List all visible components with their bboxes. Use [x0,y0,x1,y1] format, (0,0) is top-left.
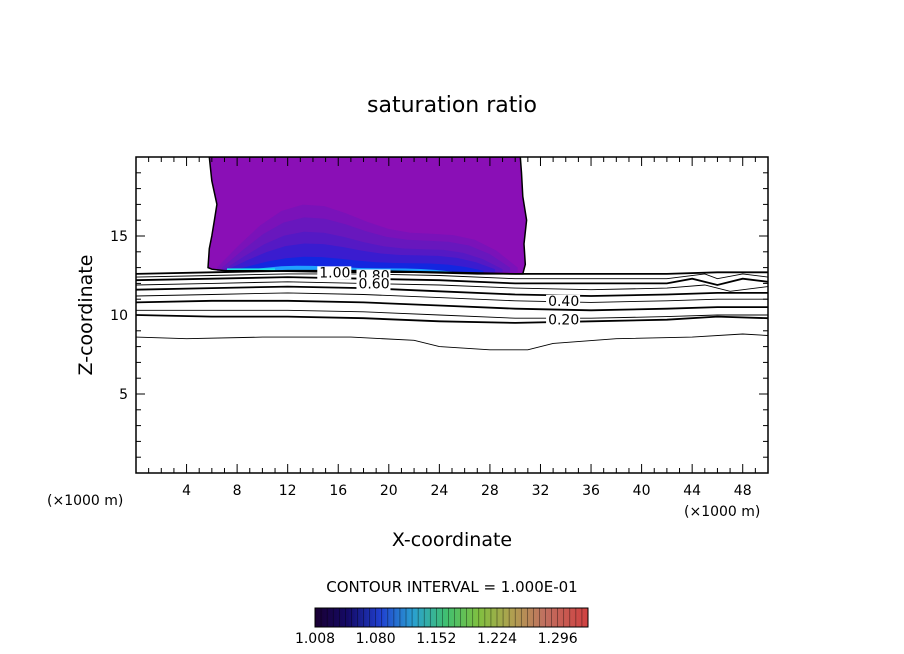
colorbar-gradient [314,607,589,628]
colorbar-label-2: 1.080 [356,631,396,647]
x-tick-label-16: 16 [329,483,347,499]
x-tick-label-32: 32 [532,483,550,499]
contour-line-9 [136,314,768,324]
contour-line-2 [136,273,768,280]
contour-line-8 [136,309,768,319]
contour-label-bg-4 [546,294,581,308]
contour-label-bg-1 [317,266,352,280]
y-tick-label-10: 10 [110,308,128,324]
contour-lines [136,269,768,351]
contour-line-3 [136,276,768,286]
colorbar-label-1: 1.008 [295,631,335,647]
x-tick-label-28: 28 [481,483,499,499]
contour-line-10 [136,333,768,351]
x-unit-right: (×1000 m) [684,504,760,520]
x-tick-label-24: 24 [430,483,448,499]
colorbar: 1.008 1.080 1.152 1.224 1.296 [295,607,589,647]
contour-label-3: 0.60 [358,276,389,292]
colorbar-bands [320,608,583,627]
shaded-region [207,157,528,275]
x-tick-label-48: 48 [734,483,752,499]
colorbar-labels: 1.008 1.080 1.152 1.224 1.296 [295,631,578,647]
x-tick-label-8: 8 [233,483,242,499]
x-tick-label-44: 44 [683,483,701,499]
colorbar-label-5: 1.296 [538,631,578,647]
colorbar-label-3: 1.152 [416,631,456,647]
contour-label-5: 0.20 [548,313,579,329]
chart-title: saturation ratio [367,93,537,118]
shade-band-edge [227,268,276,272]
colorbar-label-4: 1.224 [477,631,517,647]
x-tick-label-12: 12 [279,483,297,499]
x-unit-left: (×1000 m) [47,493,123,509]
contour-interval-label: CONTOUR INTERVAL = 1.000E-01 [326,578,577,596]
x-tick-label-36: 36 [582,483,600,499]
contour-label-4: 0.40 [548,294,579,310]
contour-label-bg-5 [546,313,581,327]
x-tick-label-4: 4 [182,483,191,499]
contour-label-bg-3 [356,277,391,291]
contour-labels: 1.00 0.800.600.400.20 [317,265,581,329]
contour-line-1 [136,269,768,275]
contour-line-5 [136,285,768,297]
contour-line-7 [136,299,768,312]
y-axis-label: Z-coordinate [75,255,97,376]
y-tick-label-5: 5 [119,387,128,403]
contour-line-4 [136,281,768,292]
x-tick-label-20: 20 [380,483,398,499]
x-axis-label: X-coordinate [392,529,512,551]
x-tick-label-40: 40 [633,483,651,499]
contour-label-1: 1.00 [319,265,350,281]
y-tick-label-15: 15 [110,229,128,245]
plot-area [136,157,768,351]
contour-line-6 [136,292,768,303]
